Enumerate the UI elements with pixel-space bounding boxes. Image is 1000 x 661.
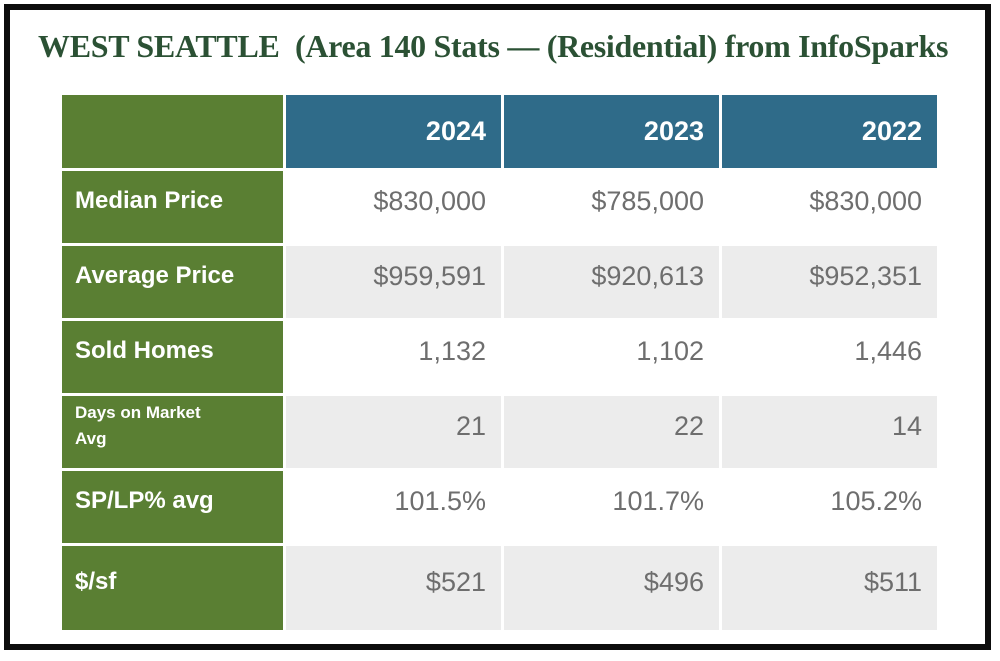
table-row-average-price: Average Price $959,591 $920,613 $952,351 [62, 246, 937, 318]
corner-cell [62, 95, 283, 168]
cell-value: $952,351 [722, 246, 937, 318]
table-row-days-on-market: Days on Market Avg 21 22 14 [62, 396, 937, 468]
row-label: Sold Homes [62, 321, 283, 393]
table-row-sold-homes: Sold Homes 1,132 1,102 1,446 [62, 321, 937, 393]
row-label-text: Days on Market Avg [75, 402, 201, 448]
cell-value: $521 [286, 546, 501, 630]
row-label: Median Price [62, 171, 283, 243]
table-row-median-price: Median Price $830,000 $785,000 $830,000 [62, 171, 937, 243]
cell-value: $496 [504, 546, 719, 630]
cell-value: $785,000 [504, 171, 719, 243]
cell-value: 1,102 [504, 321, 719, 393]
table-header-row: 2024 2023 2022 [62, 95, 937, 168]
column-header-2024: 2024 [286, 95, 501, 168]
cell-value: 22 [504, 396, 719, 468]
cell-value: $959,591 [286, 246, 501, 318]
cell-value: 105.2% [722, 471, 937, 543]
cell-value: $920,613 [504, 246, 719, 318]
table-row-sp-lp-avg: SP/LP% avg 101.5% 101.7% 105.2% [62, 471, 937, 543]
cell-value: 21 [286, 396, 501, 468]
row-label: $/sf [62, 546, 283, 630]
cell-value: 101.5% [286, 471, 501, 543]
row-label: Average Price [62, 246, 283, 318]
cell-value: 1,132 [286, 321, 501, 393]
cell-value: 14 [722, 396, 937, 468]
cell-value: $830,000 [286, 171, 501, 243]
cell-value: $830,000 [722, 171, 937, 243]
cell-value: 101.7% [504, 471, 719, 543]
column-header-2023: 2023 [504, 95, 719, 168]
column-header-2022: 2022 [722, 95, 937, 168]
page-title: WEST SEATTLE (Area 140 Stats — (Resident… [38, 28, 949, 64]
stats-table: 2024 2023 2022 Median Price $830,000 $78… [59, 92, 940, 633]
row-label: SP/LP% avg [62, 471, 283, 543]
row-label: Days on Market Avg [62, 396, 283, 468]
cell-value: 1,446 [722, 321, 937, 393]
table-row-price-per-sf: $/sf $521 $496 $511 [62, 546, 937, 630]
cell-value: $511 [722, 546, 937, 630]
